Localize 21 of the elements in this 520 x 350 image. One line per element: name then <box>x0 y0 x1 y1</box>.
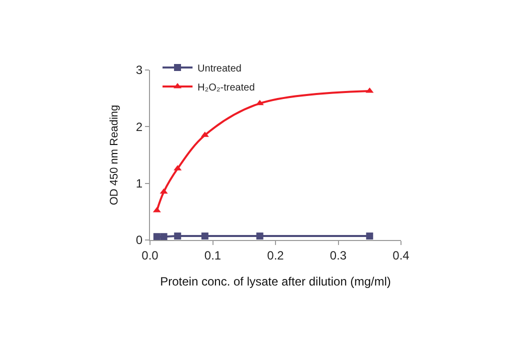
legend-label: H₂O₂-treated <box>198 82 255 94</box>
y-tick-label: 1 <box>136 176 143 191</box>
y-tick-label: 2 <box>136 120 143 134</box>
point <box>153 233 160 240</box>
x-tick-label: 0.4 <box>392 248 410 262</box>
point <box>174 232 182 240</box>
point <box>366 232 374 240</box>
y-axis-title: OD 450 nm Reading <box>108 104 121 206</box>
x-tick-label: 0.2 <box>267 248 284 262</box>
legend-label: Untreated <box>198 63 242 74</box>
x-tick-label: 0.1 <box>204 248 222 262</box>
point <box>160 188 168 194</box>
point <box>160 233 168 240</box>
y-tick-label: 3 <box>136 63 143 78</box>
point <box>366 87 374 93</box>
x-tick-label: 0.0 <box>142 248 159 262</box>
point <box>256 232 264 240</box>
x-tick-label: 0.3 <box>330 248 347 262</box>
y-tick-label: 0 <box>136 233 143 248</box>
point <box>201 232 208 240</box>
x-axis-title: Protein conc. of lysate after dilution (mg/ml) <box>160 274 391 288</box>
